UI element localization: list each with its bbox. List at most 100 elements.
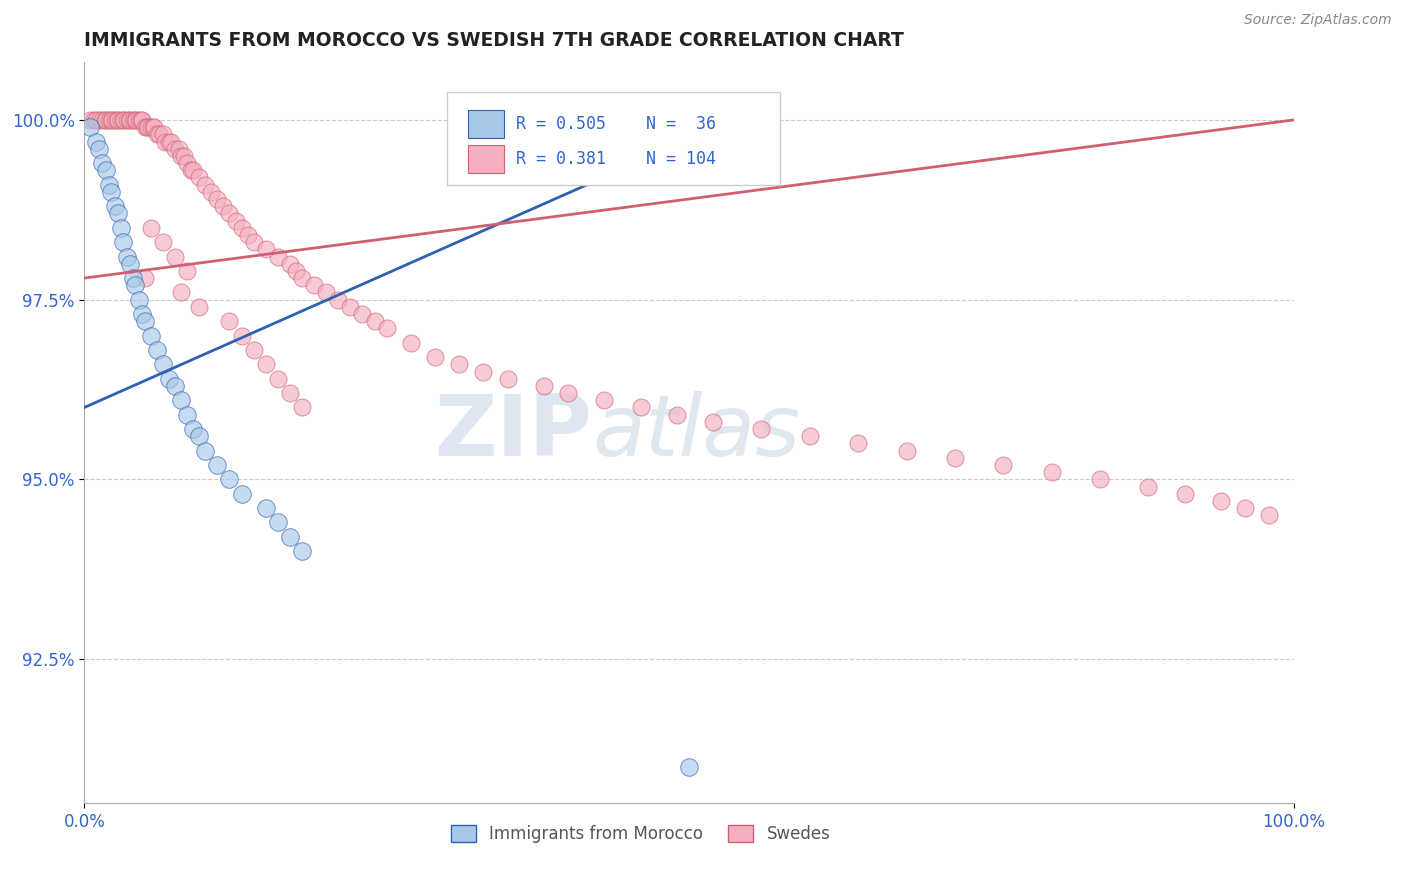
Text: Source: ZipAtlas.com: Source: ZipAtlas.com [1244,13,1392,28]
Point [134,271,156,285]
Point [291,401,314,415]
Point [97,178,120,192]
Legend: Immigrants from Morocco, Swedes: Immigrants from Morocco, Swedes [444,819,837,850]
Point [100,185,122,199]
Point [148,128,170,142]
Point [302,278,325,293]
Point [218,472,240,486]
Point [138,120,160,135]
Point [1258,508,1281,523]
Point [120,112,142,127]
Point [180,163,202,178]
Point [83,112,105,127]
Point [121,271,143,285]
Point [225,213,247,227]
Point [188,429,211,443]
Point [115,112,138,127]
Point [218,206,240,220]
Point [1209,494,1232,508]
Point [200,185,222,199]
Point [328,293,350,307]
Point [139,120,162,135]
Point [665,408,688,422]
Point [97,112,120,127]
Point [751,422,773,436]
Point [170,149,193,163]
Point [702,415,724,429]
Point [254,501,277,516]
Point [194,178,217,192]
Point [236,227,259,242]
Point [267,372,290,386]
Point [496,372,519,386]
Point [207,192,229,206]
Point [157,135,180,149]
Text: R = 0.505    N =  36: R = 0.505 N = 36 [516,115,716,133]
Point [94,163,117,178]
Point [146,128,169,142]
Point [136,120,159,135]
Point [139,220,162,235]
FancyBboxPatch shape [447,92,780,185]
Point [124,278,146,293]
Point [152,235,174,249]
Bar [468,145,503,173]
Point [143,120,166,135]
Point [160,135,183,149]
Point [593,393,616,408]
Point [167,142,190,156]
Point [101,112,124,127]
Point [352,307,374,321]
Point [120,257,142,271]
Point [107,112,129,127]
Point [449,357,471,371]
Point [87,142,110,156]
Point [157,372,180,386]
Text: IMMIGRANTS FROM MOROCCO VS SWEDISH 7TH GRADE CORRELATION CHART: IMMIGRANTS FROM MOROCCO VS SWEDISH 7TH G… [84,31,904,50]
Point [129,112,152,127]
Point [291,271,314,285]
Point [112,235,135,249]
Point [104,112,127,127]
Point [423,350,446,364]
Point [100,112,122,127]
Text: atlas: atlas [592,391,800,475]
Point [207,458,229,472]
Point [94,112,117,127]
Point [181,163,204,178]
Point [278,530,301,544]
Point [107,206,129,220]
Point [165,379,187,393]
Point [399,335,422,350]
Text: ZIP: ZIP [434,391,592,475]
Point [110,112,132,127]
Point [125,112,148,127]
Point [1234,501,1257,516]
Point [152,357,174,371]
Point [170,285,193,300]
Point [291,544,314,558]
Point [170,393,193,408]
Point [375,321,398,335]
Point [181,422,204,436]
Point [846,436,869,450]
Point [115,250,138,264]
Point [112,112,135,127]
Point [79,120,101,135]
Point [139,328,162,343]
Point [121,112,143,127]
Point [104,199,127,213]
Point [165,250,187,264]
Point [993,458,1015,472]
Point [533,379,555,393]
Point [146,343,169,357]
Point [231,220,253,235]
Point [86,135,108,149]
Point [94,112,117,127]
Point [188,300,211,314]
Point [242,343,264,357]
Point [91,156,114,170]
Point [128,112,150,127]
Point [91,112,114,127]
Point [254,243,277,257]
